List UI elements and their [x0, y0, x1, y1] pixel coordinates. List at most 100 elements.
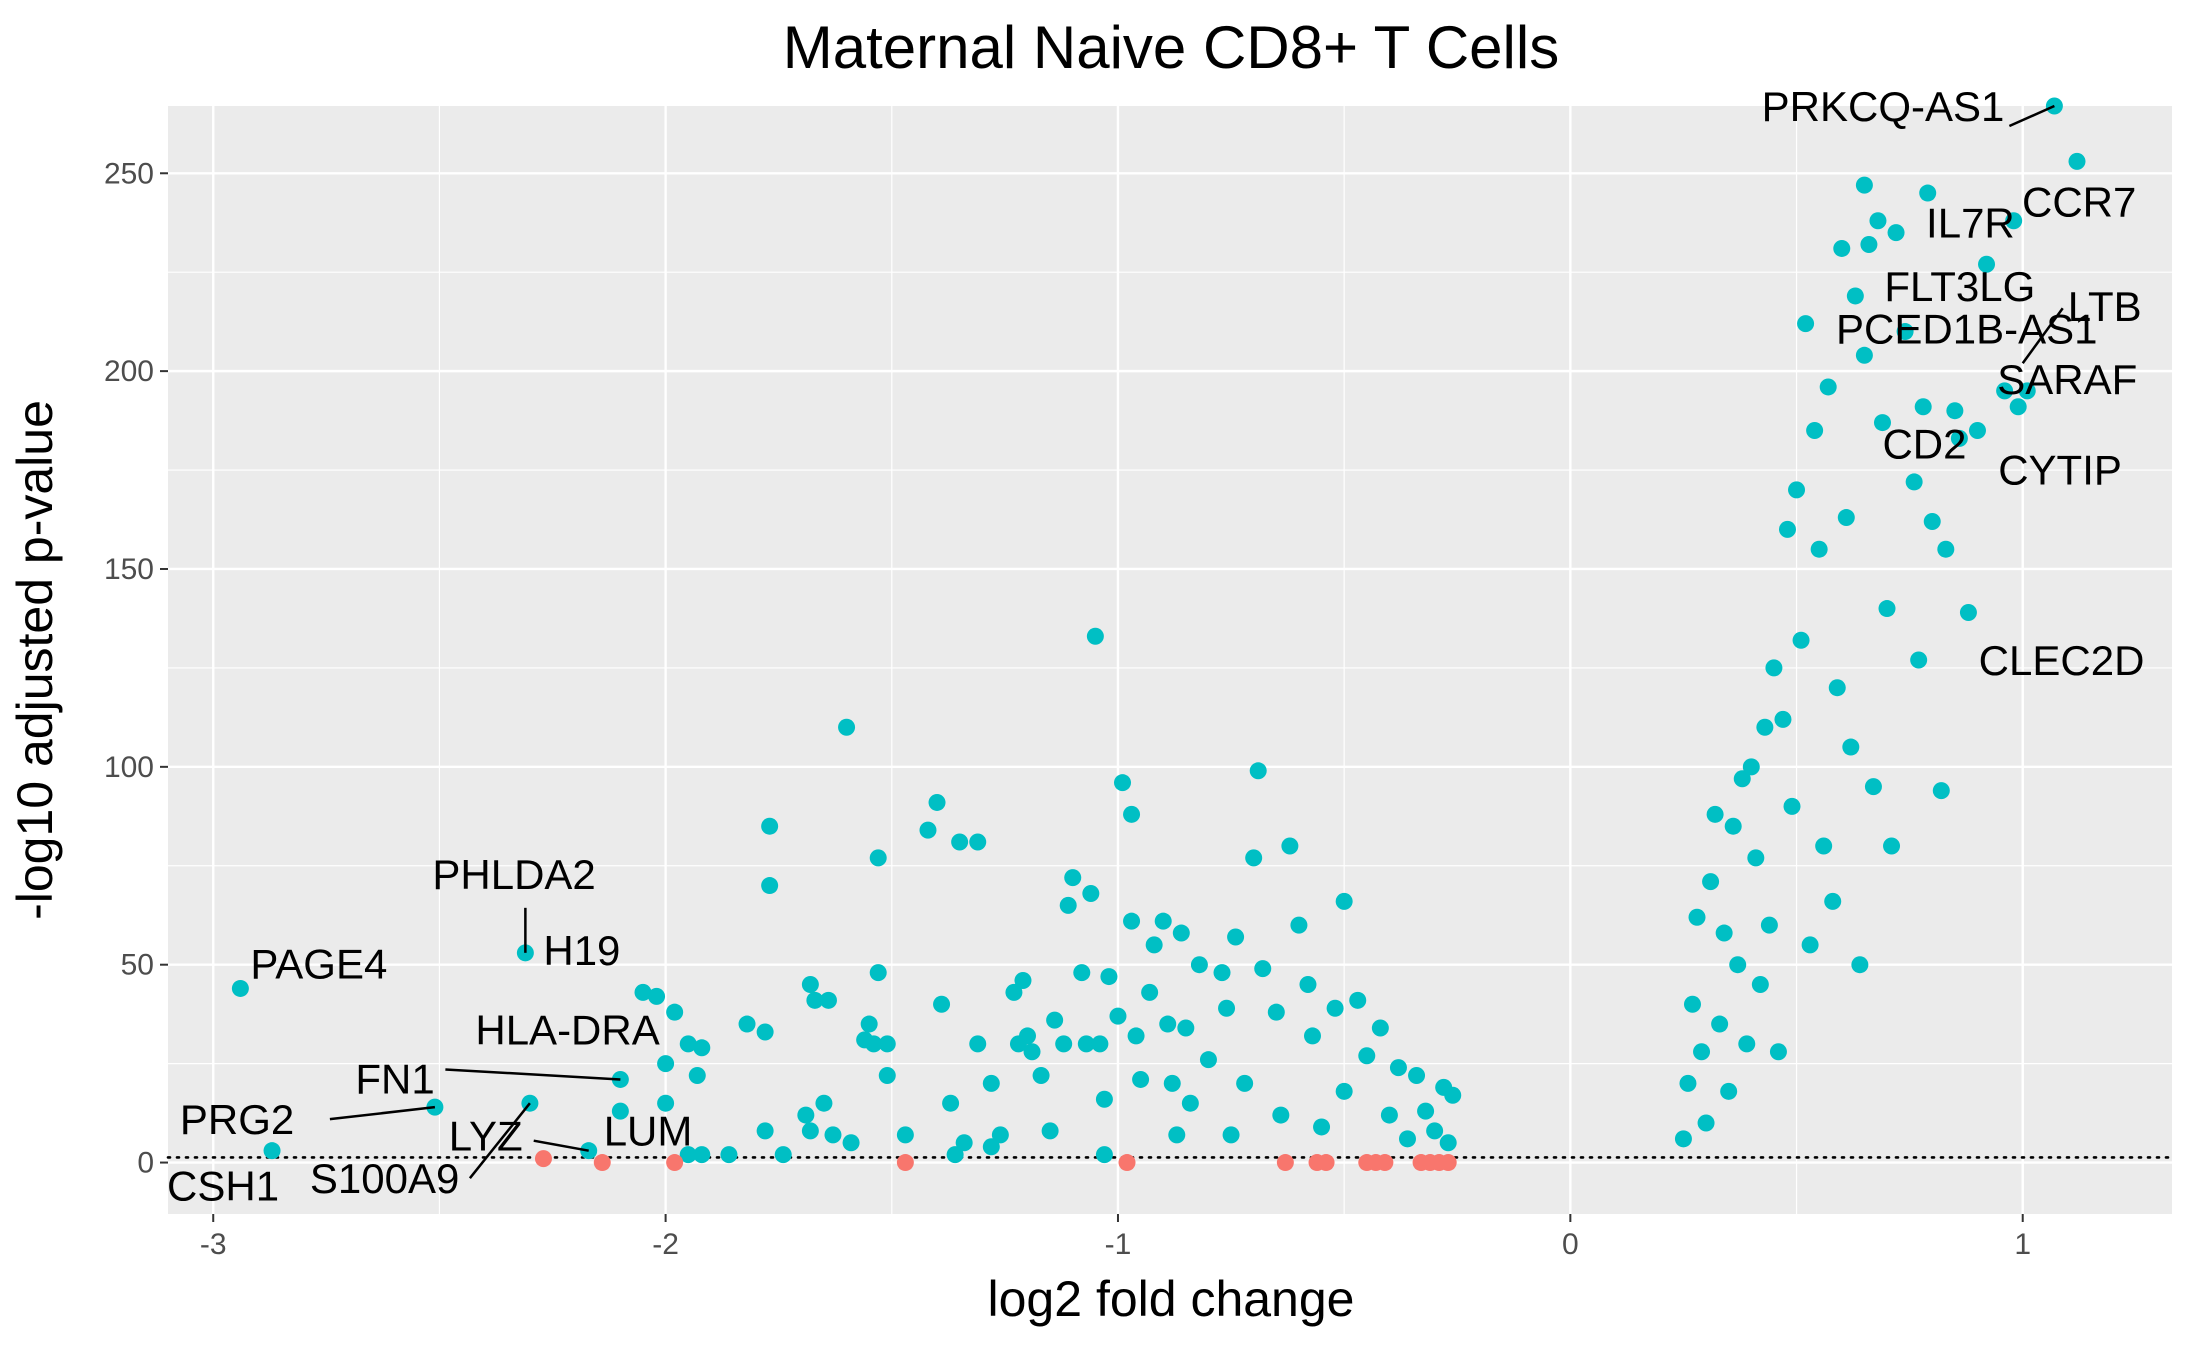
significant-gene-point [1914, 398, 1932, 416]
significant-gene-point [1846, 287, 1864, 305]
x-tick-label: -1 [1105, 1228, 1132, 1261]
gene-label: PHLDA2 [432, 851, 595, 898]
gene-label: CYTIP [1998, 447, 2122, 494]
significant-gene-point [679, 1035, 697, 1053]
significant-gene-point [2005, 212, 2023, 230]
gene-label: FLT3LG [1884, 263, 2035, 310]
significant-gene-point [1774, 710, 1792, 728]
significant-gene-point [1855, 346, 1873, 364]
gene-label: CD2 [1882, 421, 1966, 468]
significant-gene-point [1303, 1027, 1321, 1045]
non-significant-gene-point [1317, 1154, 1335, 1172]
non-significant-gene-point [593, 1154, 611, 1172]
significant-gene-point [982, 1074, 1000, 1092]
significant-gene-point [1326, 999, 1344, 1017]
significant-gene-point [1810, 540, 1828, 558]
significant-gene-point [1851, 956, 1869, 974]
significant-gene-point [1023, 1043, 1041, 1061]
significant-gene-point [982, 1138, 1000, 1156]
significant-gene-point [933, 995, 951, 1013]
significant-gene-point [1715, 924, 1733, 942]
major-gridlines [168, 106, 2172, 1214]
significant-gene-point [1864, 778, 1882, 796]
gene-label: CCR7 [2022, 178, 2136, 225]
gene-label: PRKCQ-AS1 [1762, 83, 2005, 130]
significant-gene-point [806, 991, 824, 1009]
significant-gene-point [1828, 679, 1846, 697]
significant-gene-point [1946, 402, 1964, 420]
significant-gene-point [688, 1067, 706, 1084]
significant-gene-point [869, 964, 887, 982]
significant-gene-point [801, 1122, 819, 1140]
chart-title: Maternal Naive CD8+ T Cells [783, 14, 1559, 81]
significant-gene-point [1778, 520, 1796, 538]
significant-gene-point [838, 718, 856, 736]
significant-gene-point [865, 1035, 883, 1053]
significant-gene-point [693, 1039, 711, 1057]
significant-gene-point [1760, 916, 1778, 934]
gene-label: PRG2 [180, 1096, 294, 1143]
significant-gene-point [756, 1023, 774, 1041]
significant-gene-point [1968, 421, 1986, 439]
annotation-leader-line [445, 1068, 621, 1081]
significant-gene-point [1032, 1067, 1050, 1084]
gene-label: LUM [604, 1108, 693, 1155]
significant-gene-point [815, 1094, 833, 1112]
minor-gridlines [168, 106, 2172, 1214]
y-tick-label: 250 [104, 157, 154, 190]
gene-label: HLA-DRA [475, 1006, 659, 1053]
non-significant-gene-point [896, 1154, 914, 1172]
significant-gene-point [1688, 908, 1706, 926]
significant-gene-point [1697, 1114, 1715, 1132]
significant-gene-point [1932, 782, 1950, 800]
y-axis-title: -log10 adjusted p-value [7, 400, 63, 920]
significant-gene-point [1769, 1043, 1787, 1061]
annotation-leader-line [468, 1102, 531, 1179]
significant-gene-point [1041, 1122, 1059, 1140]
significant-gene-point [1172, 924, 1190, 942]
significant-gene-point [1077, 1035, 1095, 1053]
significant-gene-point [1842, 738, 1860, 756]
significant-gene-point [1272, 1106, 1290, 1124]
non-significant-gene-point [534, 1150, 552, 1168]
significant-gene-point [1679, 1074, 1697, 1092]
significant-gene-point [896, 1126, 914, 1144]
significant-gene-point [842, 1134, 860, 1152]
significant-gene-point [824, 1126, 842, 1144]
significant-gene-point [969, 1035, 987, 1053]
annotation-leader-line [533, 1139, 589, 1152]
gene-label: LTB [2068, 283, 2142, 330]
significant-gene-point [1905, 473, 1923, 491]
significant-gene-point [1837, 509, 1855, 527]
significant-gene-point [1801, 936, 1819, 954]
significant-gene-point [878, 1067, 896, 1084]
significant-gene-point [1177, 1019, 1195, 1037]
gene-label: PCED1B-AS1 [1836, 306, 2097, 353]
gene-label: PAGE4 [250, 940, 387, 987]
significant-gene-point [2068, 152, 2086, 170]
non-significant-gene-point [1118, 1154, 1136, 1172]
significant-gene-point [1299, 975, 1317, 993]
significant-gene-point [1765, 659, 1783, 677]
significant-gene-point [1937, 540, 1955, 558]
significant-gene-point [942, 1094, 960, 1112]
significant-gene-point [657, 1055, 675, 1073]
significant-gene-point [1783, 797, 1801, 815]
annotation-leader-line [2021, 307, 2064, 364]
significant-gene-point [1683, 995, 1701, 1013]
significant-gene-point [1819, 378, 1837, 396]
significant-gene-point [1959, 604, 1977, 622]
significant-gene-point [1091, 1035, 1109, 1053]
gene-label: IL7R [1926, 200, 2015, 247]
significant-gene-point [1064, 869, 1082, 887]
significant-gene-point [1127, 1027, 1145, 1045]
gene-label: CLEC2D [1979, 637, 2145, 684]
significant-gene-point [1335, 892, 1353, 910]
significant-gene-point [1181, 1094, 1199, 1112]
significant-gene-point [1674, 1130, 1692, 1148]
significant-gene-point [1245, 849, 1263, 867]
significant-gene-point [1389, 1059, 1407, 1077]
data-points [231, 97, 2086, 1172]
significant-gene-point [1729, 956, 1747, 974]
